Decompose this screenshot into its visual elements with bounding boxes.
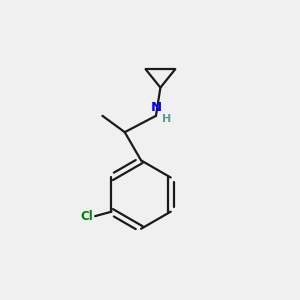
Text: H: H <box>162 114 171 124</box>
Text: N: N <box>150 101 161 114</box>
Text: Cl: Cl <box>80 210 93 223</box>
